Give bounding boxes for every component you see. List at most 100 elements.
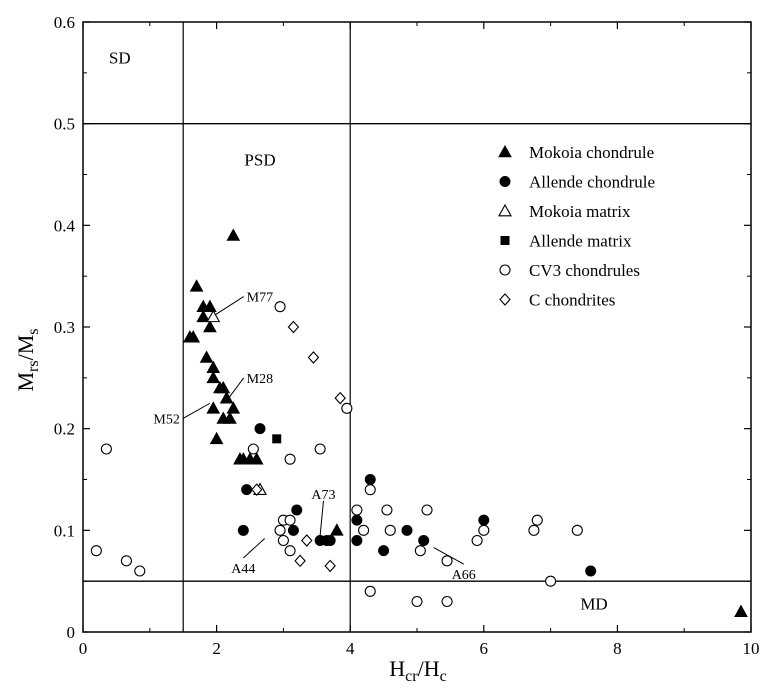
annotation-leader-line bbox=[242, 538, 266, 559]
y-tick-label: 0.1 bbox=[54, 521, 75, 540]
data-point bbox=[203, 319, 217, 333]
data-point bbox=[358, 524, 370, 536]
region-labels: SD PSD MD bbox=[109, 49, 608, 614]
series-group bbox=[272, 434, 282, 444]
data-point bbox=[734, 604, 748, 617]
data-point bbox=[441, 595, 453, 608]
legend-entry-label: Allende chondrule bbox=[529, 173, 655, 192]
series-group bbox=[183, 228, 748, 617]
data-point bbox=[364, 484, 376, 496]
data-point bbox=[209, 431, 224, 445]
x-tick-label: 4 bbox=[346, 639, 355, 658]
data-point bbox=[364, 474, 376, 485]
legend-entry-label: Mokoia matrix bbox=[529, 202, 631, 221]
legend-entry-label: Mokoia chondrule bbox=[529, 143, 654, 162]
data-point bbox=[134, 565, 146, 577]
series-group bbox=[237, 423, 597, 577]
data-point bbox=[301, 534, 313, 547]
data-point bbox=[216, 380, 231, 394]
data-point bbox=[478, 524, 490, 536]
data-point bbox=[314, 443, 326, 455]
data-point bbox=[381, 504, 393, 516]
data-point bbox=[274, 524, 286, 536]
annotation-label: M28 bbox=[247, 372, 273, 387]
annotation-label: M77 bbox=[247, 291, 273, 306]
data-point bbox=[545, 575, 557, 587]
legend: Mokoia chondrule Allende chondrule Mokoia … bbox=[498, 143, 655, 310]
data-point bbox=[254, 423, 266, 435]
annotation-label: A66 bbox=[452, 568, 476, 583]
data-point bbox=[294, 554, 306, 568]
legend-marker bbox=[498, 203, 512, 217]
data-point bbox=[206, 309, 221, 323]
data-point bbox=[284, 514, 296, 526]
data-point bbox=[334, 391, 346, 405]
series-group bbox=[90, 301, 583, 608]
y-axis-label: Mrs/Ms bbox=[13, 328, 42, 391]
x-axis-label: Hcr/Hc bbox=[389, 656, 446, 685]
data-point bbox=[241, 484, 253, 496]
data-point bbox=[351, 535, 363, 546]
x-tick-label: 6 bbox=[480, 639, 489, 658]
data-point bbox=[249, 452, 264, 465]
data-point bbox=[421, 504, 433, 516]
data-point bbox=[307, 351, 320, 364]
data-point bbox=[441, 555, 453, 567]
data-points bbox=[90, 228, 748, 617]
x-tick-label: 8 bbox=[613, 639, 622, 658]
data-point bbox=[274, 301, 286, 313]
reference-lines bbox=[83, 22, 751, 632]
legend-entry-label: Allende matrix bbox=[529, 232, 632, 251]
data-point bbox=[90, 545, 102, 557]
annotation-leader-line bbox=[182, 402, 211, 420]
data-point bbox=[203, 299, 217, 312]
data-point bbox=[219, 391, 234, 404]
data-point bbox=[384, 524, 396, 536]
annotation-leader-line bbox=[214, 296, 244, 316]
axis-ticks: 0 2 4 6 8 10 0 0.1 0.2 0.3 0.4 0.5 0.6 bbox=[54, 13, 760, 658]
data-point bbox=[226, 401, 241, 414]
data-point bbox=[100, 443, 112, 455]
y-tick-label: 0.5 bbox=[54, 115, 75, 134]
data-point bbox=[418, 535, 430, 546]
annotation-label: M52 bbox=[153, 413, 179, 428]
legend-marker bbox=[498, 144, 512, 158]
data-point bbox=[478, 514, 490, 526]
data-point bbox=[341, 402, 353, 414]
region-label: PSD bbox=[244, 150, 275, 169]
data-point bbox=[277, 534, 289, 547]
data-point bbox=[237, 524, 249, 536]
data-point bbox=[206, 401, 221, 414]
data-point bbox=[411, 595, 423, 608]
data-point bbox=[528, 524, 540, 536]
data-point bbox=[272, 434, 282, 444]
data-point bbox=[186, 330, 201, 343]
y-tick-label: 0 bbox=[67, 623, 76, 642]
data-point bbox=[189, 279, 204, 292]
data-point bbox=[351, 504, 363, 516]
x-tick-label: 2 bbox=[212, 639, 221, 658]
data-point bbox=[414, 545, 426, 557]
data-point bbox=[120, 555, 132, 567]
data-point bbox=[287, 320, 300, 334]
data-point bbox=[284, 453, 296, 465]
data-point bbox=[287, 524, 299, 536]
data-point bbox=[364, 585, 376, 597]
data-point bbox=[571, 524, 583, 536]
annotation-label: A44 bbox=[231, 562, 255, 577]
data-point bbox=[329, 523, 344, 536]
x-tick-label: 10 bbox=[743, 639, 760, 658]
annotation-leader-line bbox=[228, 377, 245, 399]
legend-marker bbox=[500, 236, 510, 245]
y-tick-label: 0.2 bbox=[54, 420, 75, 439]
data-point bbox=[196, 309, 211, 323]
data-point bbox=[401, 524, 413, 536]
data-point bbox=[321, 535, 333, 546]
data-point bbox=[226, 228, 241, 241]
legend-entry-label: CV3 chondrules bbox=[529, 261, 640, 280]
region-label: SD bbox=[109, 49, 131, 68]
legend-marker bbox=[499, 264, 511, 276]
y-tick-label: 0.3 bbox=[54, 318, 75, 337]
